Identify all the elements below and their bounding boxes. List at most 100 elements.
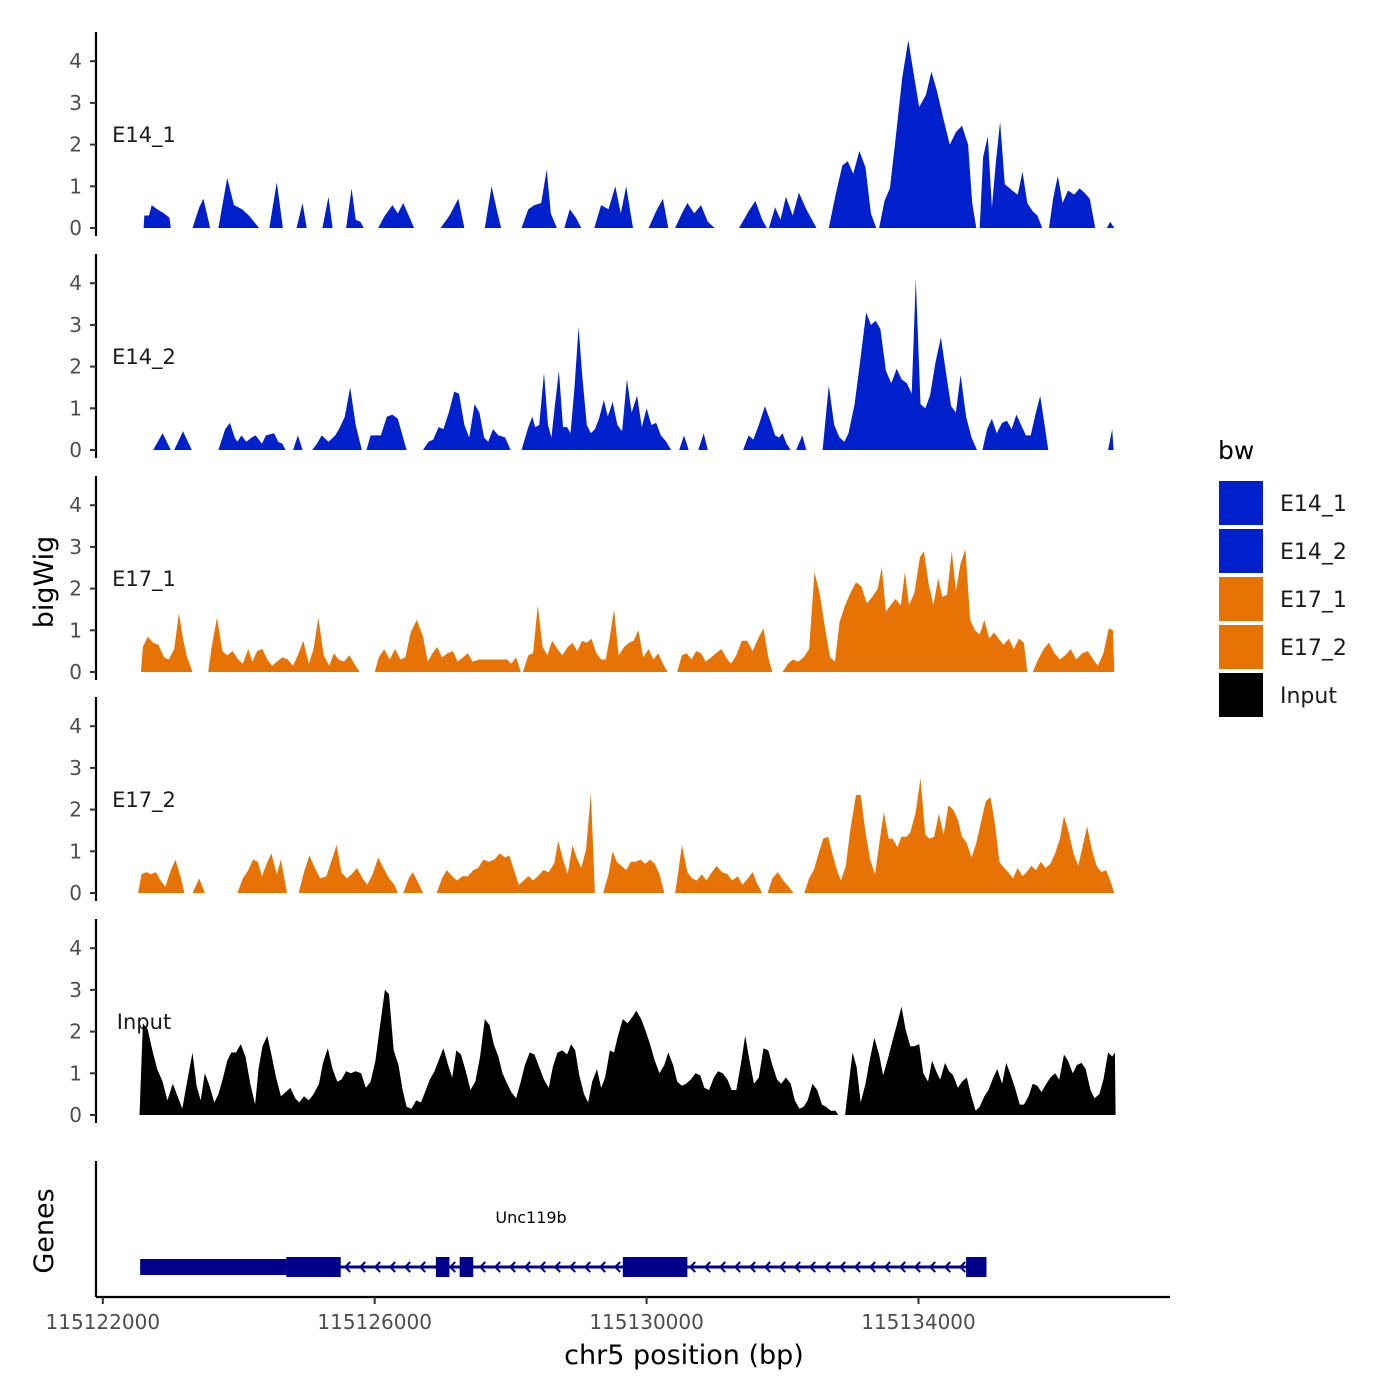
legend-label-e14-1: E14_1 <box>1280 492 1347 517</box>
y-tick-label: 0 <box>69 216 82 240</box>
track-label-e14-1: E14_1 <box>112 123 176 148</box>
y-tick-label: 0 <box>69 881 82 905</box>
legend-key-e14-2 <box>1219 529 1263 573</box>
y-tick-label: 2 <box>69 133 82 157</box>
signal-area-e14-2 <box>153 279 1114 450</box>
strand-arrow <box>523 1261 531 1273</box>
x-tick-label: 115126000 <box>317 1310 432 1334</box>
y-tick-label: 3 <box>69 91 82 115</box>
x-tick-label: 115122000 <box>46 1310 161 1334</box>
signal-area-e17-1 <box>140 549 1115 672</box>
gene-exon <box>435 1257 450 1277</box>
strand-arrow <box>508 1261 516 1273</box>
gene-exon <box>286 1257 341 1277</box>
legend: bw E14_1 E14_2 E17_1 E17_2 Input <box>1218 436 1347 717</box>
strand-arrow <box>838 1261 846 1273</box>
strand-arrow <box>538 1261 546 1273</box>
strand-arrow <box>553 1261 561 1273</box>
y-tick-label: 4 <box>69 493 82 517</box>
signal-area-e17-2 <box>138 778 1115 893</box>
y-tick-label: 3 <box>69 756 82 780</box>
y-tick-label: 3 <box>69 535 82 559</box>
y-tick-label: 1 <box>69 396 82 420</box>
legend-key-e14-1 <box>1219 481 1263 525</box>
y-tick-label: 1 <box>69 839 82 863</box>
strand-arrow <box>343 1261 351 1273</box>
y-tick-label: 1 <box>69 618 82 642</box>
signal-area-input <box>139 989 1116 1115</box>
y-tick-label: 1 <box>69 174 82 198</box>
gene-exon <box>459 1257 474 1277</box>
track-label-e17-2: E17_2 <box>112 788 176 813</box>
y-tick-label: 0 <box>69 1103 82 1127</box>
y-tick-label: 1 <box>69 1061 82 1085</box>
strand-arrow <box>358 1261 366 1273</box>
strand-arrow <box>478 1261 486 1273</box>
legend-label-input: Input <box>1280 684 1337 709</box>
strand-arrow <box>703 1261 711 1273</box>
strand-arrow <box>853 1261 861 1273</box>
strand-arrow <box>808 1261 816 1273</box>
y-tick-label: 4 <box>69 936 82 960</box>
y-tick-label: 2 <box>69 577 82 601</box>
strand-arrow <box>418 1261 426 1273</box>
strand-arrow <box>748 1261 756 1273</box>
y-tick-label: 2 <box>69 798 82 822</box>
track-panel-e14-2: 0 1 2 3 4 E14_2 <box>69 254 1114 462</box>
strand-arrow <box>868 1261 876 1273</box>
strand-arrow <box>943 1261 951 1273</box>
strand-arrow <box>763 1261 771 1273</box>
legend-key-e17-1 <box>1219 577 1263 621</box>
y-tick-label: 0 <box>69 660 82 684</box>
x-tick-label: 115130000 <box>589 1310 704 1334</box>
strand-arrow <box>733 1261 741 1273</box>
legend-key-input <box>1219 673 1263 717</box>
strand-arrow <box>823 1261 831 1273</box>
legend-label-e17-2: E17_2 <box>1280 636 1347 661</box>
track-panel-e17-2: 0 1 2 3 4 E17_2 <box>69 697 1115 905</box>
track-panel-e14-1: 0 1 2 3 4 E14_1 <box>69 32 1115 240</box>
gene-utr <box>140 1259 287 1275</box>
track-label-e14-2: E14_2 <box>112 345 176 370</box>
track-label-e17-1: E17_1 <box>112 567 176 592</box>
track-panel-e17-1: 0 1 2 3 4 E17_1 <box>69 476 1115 684</box>
y-tick-label: 4 <box>69 271 82 295</box>
gene-exon <box>966 1257 987 1277</box>
genes-panel-title: Genes <box>29 1188 60 1273</box>
strand-arrow <box>583 1261 591 1273</box>
strand-arrow <box>688 1261 696 1273</box>
y-tick-label: 0 <box>69 438 82 462</box>
strand-arrow <box>613 1261 621 1273</box>
strand-arrow <box>493 1261 501 1273</box>
x-tick-label: 115134000 <box>861 1310 976 1334</box>
strand-arrow <box>913 1261 921 1273</box>
strand-arrow <box>448 1261 456 1273</box>
x-axis: 115122000 115126000 115130000 115134000 <box>46 1295 1170 1334</box>
legend-label-e17-1: E17_1 <box>1280 588 1347 613</box>
gene-exon <box>622 1257 688 1277</box>
strand-arrow <box>388 1261 396 1273</box>
y-tick-label: 4 <box>69 714 82 738</box>
strand-arrow <box>718 1261 726 1273</box>
strand-arrow <box>898 1261 906 1273</box>
signal-area-e14-1 <box>143 40 1115 228</box>
genes-panel: Unc119b <box>94 1161 987 1297</box>
y-tick-label: 2 <box>69 355 82 379</box>
track-panels: 0 1 2 3 4 E14_1 0 1 2 3 4 E14_2 0 1 2 3 4 E17_1 0 1 2 3 4 E17_2… <box>69 32 1116 1127</box>
strand-arrow <box>598 1261 606 1273</box>
gene-label: Unc119b <box>495 1208 566 1227</box>
legend-label-e14-2: E14_2 <box>1280 540 1347 565</box>
strand-arrow <box>958 1261 966 1273</box>
strand-arrow <box>778 1261 786 1273</box>
strand-arrow <box>883 1261 891 1273</box>
y-tick-label: 2 <box>69 1020 82 1044</box>
y-tick-label: 3 <box>69 978 82 1002</box>
legend-key-e17-2 <box>1219 625 1263 669</box>
strand-arrow <box>568 1261 576 1273</box>
x-axis-title: chr5 position (bp) <box>564 1340 804 1371</box>
y-tick-label: 3 <box>69 313 82 337</box>
strand-arrow <box>928 1261 936 1273</box>
